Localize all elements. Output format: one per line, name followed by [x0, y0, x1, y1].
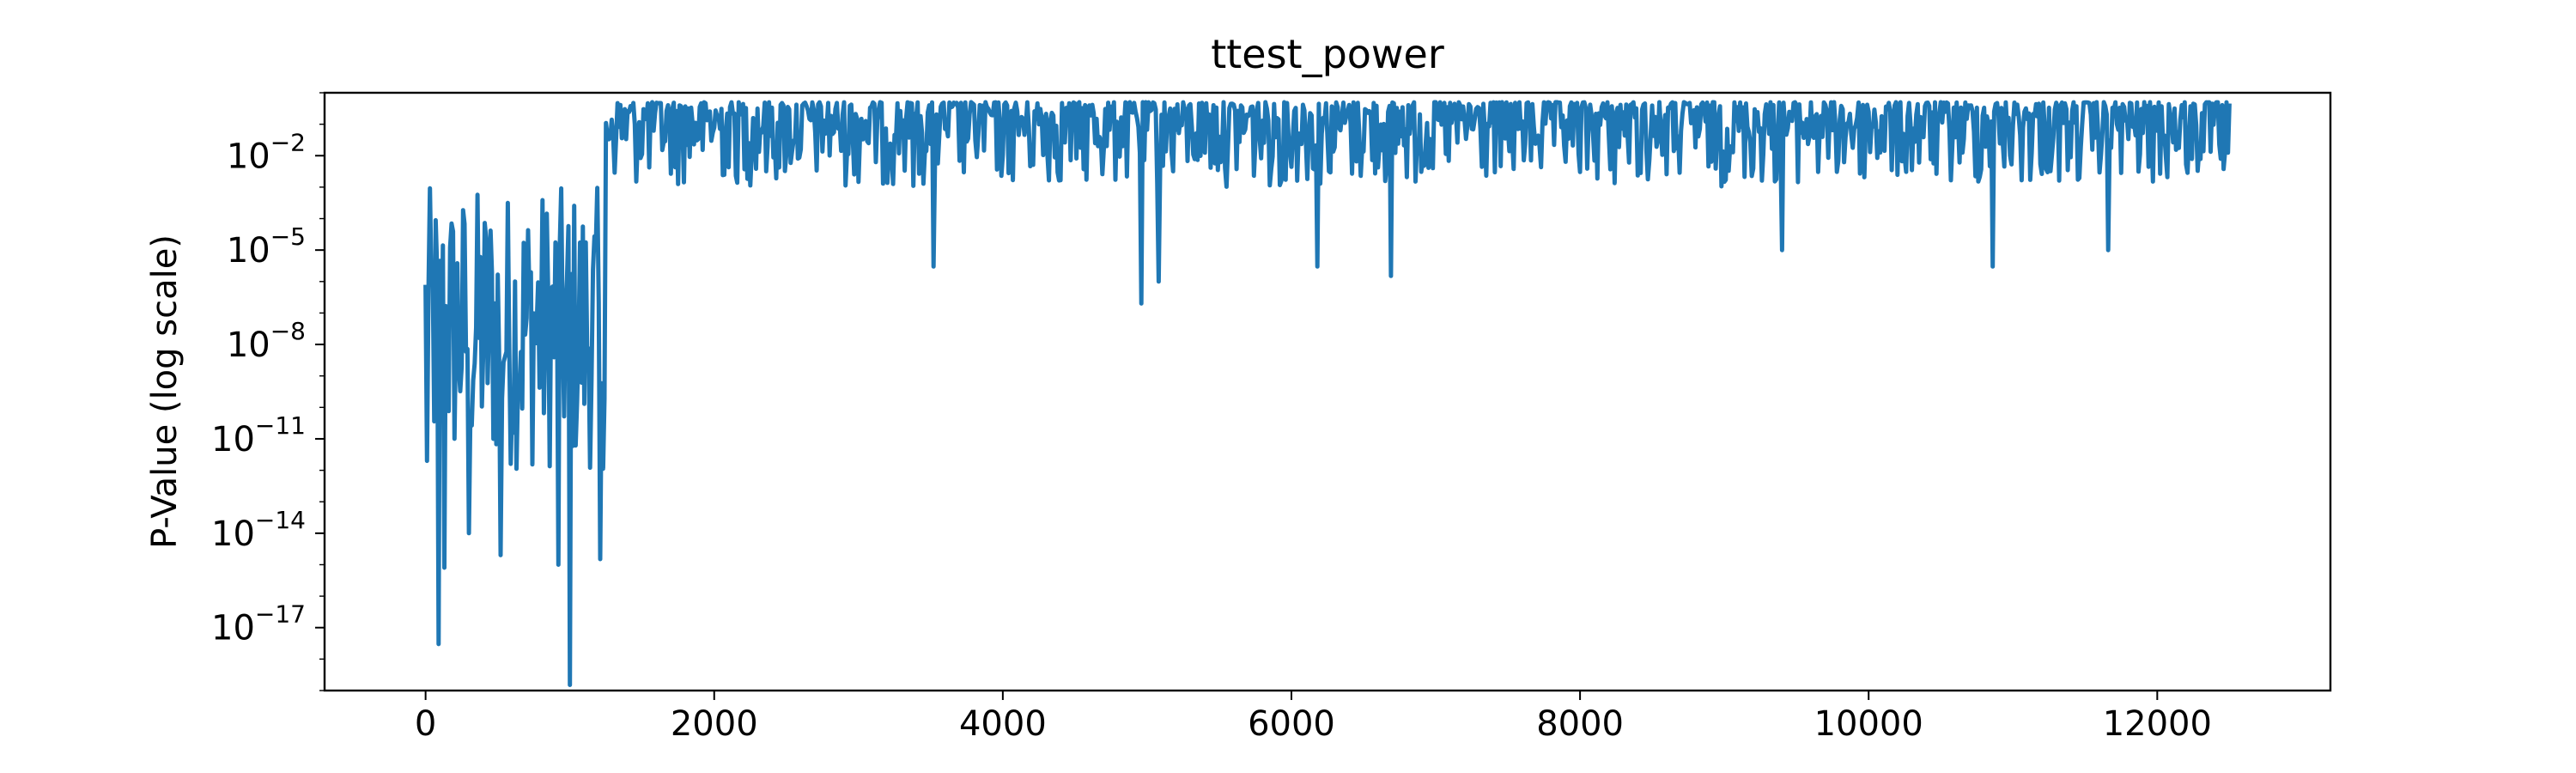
x-tick-label: 8000 — [1536, 704, 1624, 744]
series-layer — [423, 100, 2232, 687]
y-tick-label: 10−2 — [227, 128, 306, 176]
x-tick-label: 2000 — [671, 704, 758, 744]
y-tick-label: 10−5 — [227, 222, 306, 271]
x-tick-label: 6000 — [1248, 704, 1335, 744]
x-tick-label: 0 — [415, 704, 436, 744]
y-tick-label: 10−14 — [211, 506, 306, 554]
plot-frame — [323, 91, 2332, 692]
x-tick-label: 12000 — [2103, 704, 2212, 744]
y-tick-label: 10−11 — [211, 411, 306, 460]
x-axis: 0 2000 4000 6000 8000 10000 12000 — [415, 691, 2212, 744]
y-axis-label: P-Value (log scale) — [145, 234, 185, 549]
chart-title: ttest_power — [1211, 31, 1444, 77]
x-tick-label: 10000 — [1814, 704, 1923, 744]
y-axis: 10−17 10−14 10−11 10−8 10−5 10−2 — [211, 92, 325, 691]
x-tick-label: 4000 — [959, 704, 1047, 744]
y-tick-label: 10−8 — [227, 317, 306, 365]
series-line — [423, 100, 2232, 687]
y-tick-label: 10−17 — [211, 600, 306, 648]
